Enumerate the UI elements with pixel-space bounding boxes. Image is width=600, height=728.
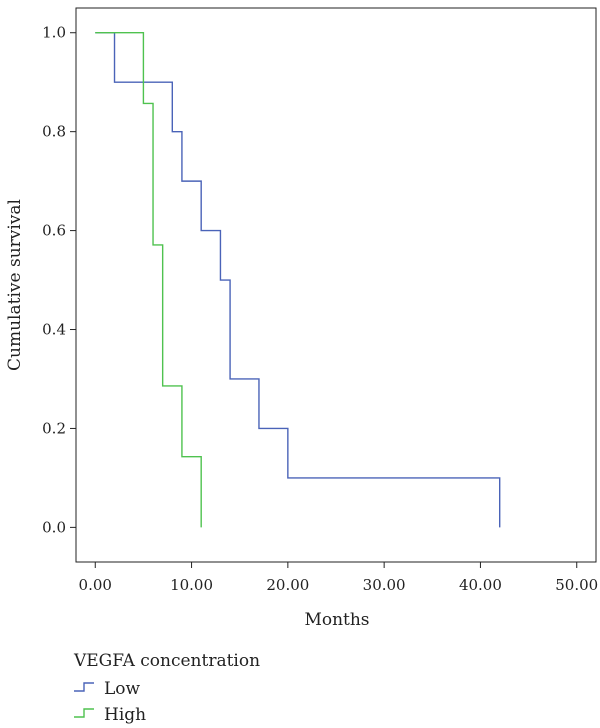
y-tick-label: 1.0 — [42, 24, 66, 42]
legend-items: Low High — [74, 679, 146, 725]
y-tick-label: 0.2 — [42, 419, 66, 437]
x-tick-label: 30.00 — [363, 576, 406, 594]
legend-swatch-high — [74, 708, 94, 718]
y-axis-ticks: 0.0 0.2 0.4 0.6 0.8 1.0 — [42, 24, 76, 536]
series-line-high — [95, 32, 202, 528]
x-tick-label: 0.00 — [79, 576, 112, 594]
series-line-low — [95, 32, 501, 528]
legend: VEGFA concentration Low High — [73, 651, 260, 725]
legend-title: VEGFA concentration — [73, 651, 260, 671]
x-tick-label: 10.00 — [170, 576, 213, 594]
legend-swatch-low — [74, 682, 94, 692]
x-axis-ticks: 0.00 10.00 20.00 30.00 40.00 50.00 — [79, 562, 598, 594]
legend-label-high: High — [104, 705, 146, 725]
y-tick-label: 0.8 — [42, 123, 66, 141]
series-layer — [95, 32, 501, 528]
y-tick-label: 0.6 — [42, 222, 66, 240]
x-tick-label: 20.00 — [266, 576, 309, 594]
y-axis-title: Cumulative survival — [5, 199, 25, 371]
x-axis-title: Months — [304, 610, 369, 630]
y-tick-label: 0.4 — [42, 321, 66, 339]
x-tick-label: 40.00 — [459, 576, 502, 594]
x-tick-label: 50.00 — [555, 576, 598, 594]
legend-label-low: Low — [104, 679, 141, 699]
plot-frame — [75, 7, 597, 563]
y-tick-label: 0.0 — [42, 518, 66, 536]
